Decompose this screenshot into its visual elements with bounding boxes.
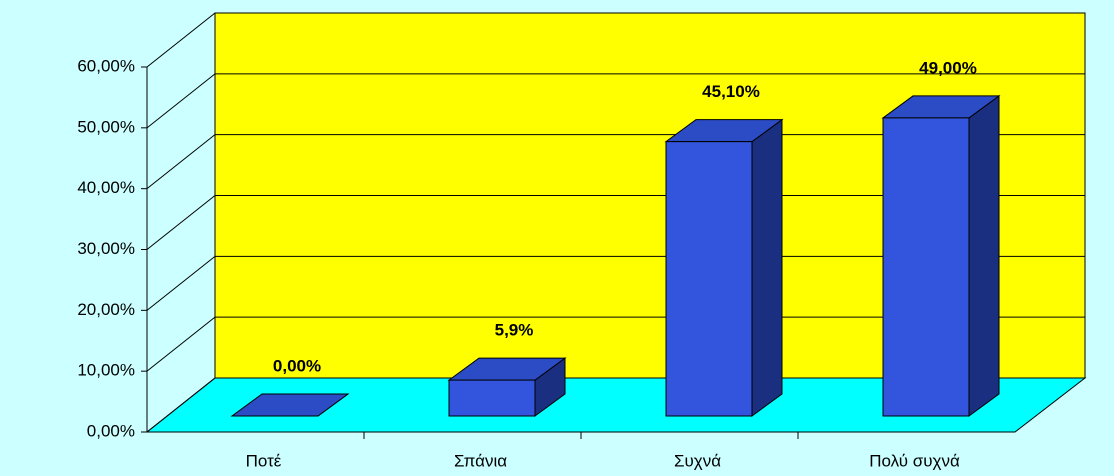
y-tick-label: 60,00%: [77, 56, 135, 75]
grid-line-side: [146, 377, 216, 433]
value-label: 49,00%: [919, 58, 977, 77]
value-label: 5,9%: [495, 321, 534, 340]
value-label: 0,00%: [273, 356, 321, 375]
x-tick-label: Σπάνια: [454, 451, 507, 470]
bar-side: [751, 118, 783, 417]
grid-line-side: [146, 73, 216, 129]
y-tick-label: 20,00%: [77, 300, 135, 319]
x-tick-label: Ποτέ: [246, 451, 282, 470]
bar: [665, 141, 753, 417]
grid-line-side: [146, 255, 216, 311]
bar-side: [968, 94, 1000, 417]
value-label: 45,10%: [702, 82, 760, 101]
grid-line-side: [146, 134, 216, 190]
grid-line-side: [146, 316, 216, 372]
x-tick-label: Συχνά: [674, 451, 721, 470]
y-tick-label: 10,00%: [77, 361, 135, 380]
grid-line-side: [146, 12, 216, 68]
bar-top: [230, 393, 350, 417]
y-tick-label: 50,00%: [77, 117, 135, 136]
grid-line-side: [146, 195, 216, 250]
x-tick-label: Πολύ συχνά: [869, 451, 960, 470]
bar: [882, 117, 970, 417]
y-tick-label: 0,00%: [87, 421, 135, 440]
y-tick-label: 40,00%: [77, 178, 135, 197]
y-tick-label: 30,00%: [77, 239, 135, 258]
bar: [448, 379, 536, 417]
